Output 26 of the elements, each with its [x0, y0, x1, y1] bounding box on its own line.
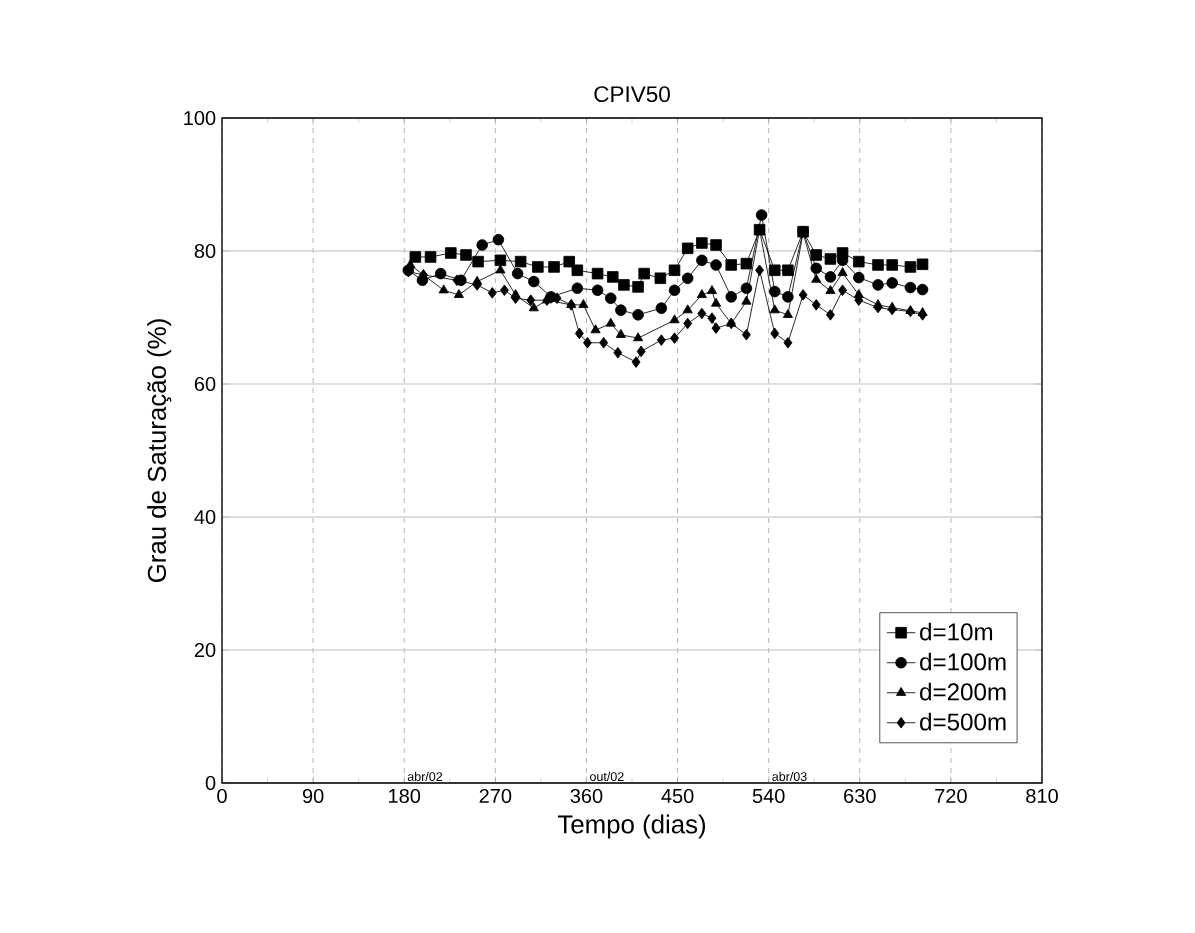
x-tick-label: 810	[1026, 788, 1058, 804]
x-tick-label: 0	[217, 788, 227, 804]
annotation: abr/03	[772, 771, 807, 782]
y-tick-label: 100	[184, 110, 216, 126]
y-tick-label: 80	[194, 243, 216, 259]
legend-label: d=200m	[920, 682, 1006, 701]
x-tick-label: 180	[389, 788, 421, 804]
x-tick-label: 360	[570, 788, 603, 804]
x-tick-label: 720	[935, 788, 967, 804]
x-tick-label: 270	[479, 788, 512, 804]
legend-label: d=100m	[920, 652, 1006, 671]
annotation: out/02	[590, 771, 624, 782]
y-tick-label: 40	[194, 509, 216, 525]
annotation: abr/02	[407, 771, 443, 782]
x-axis-title: Tempo (dias)	[557, 814, 706, 839]
x-tick-label: 450	[661, 788, 694, 804]
y-axis-title: Grau de Saturação (%)	[147, 319, 172, 583]
y-tick-label: 20	[194, 642, 216, 658]
x-tick-label: 90	[302, 788, 324, 804]
legend-label: d=10m	[920, 622, 993, 641]
y-tick-label: 60	[194, 376, 216, 392]
chart-title: CPIV50	[594, 86, 670, 103]
legend-label: d=500m	[920, 712, 1006, 731]
y-tick-label: 0	[205, 775, 216, 791]
x-tick-label: 540	[752, 788, 785, 804]
x-tick-label: 630	[844, 788, 876, 804]
